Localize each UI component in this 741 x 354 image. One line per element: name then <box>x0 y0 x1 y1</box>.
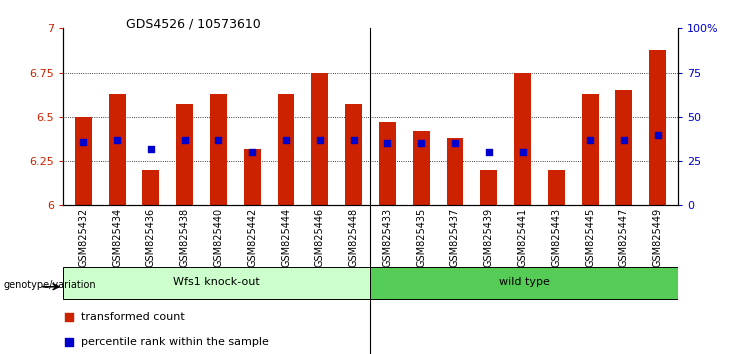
Point <box>145 146 157 152</box>
Text: GSM825445: GSM825445 <box>585 208 595 267</box>
Text: GSM825432: GSM825432 <box>79 208 88 267</box>
Point <box>63 340 75 346</box>
Text: GSM825438: GSM825438 <box>179 208 190 267</box>
Bar <box>176 104 193 205</box>
Text: GSM825449: GSM825449 <box>653 208 662 267</box>
Point <box>584 137 596 143</box>
Point <box>618 137 630 143</box>
Point <box>516 149 528 155</box>
Bar <box>447 138 463 205</box>
Bar <box>142 170 159 205</box>
Text: GSM825442: GSM825442 <box>247 208 257 267</box>
Text: GSM825434: GSM825434 <box>112 208 122 267</box>
Point <box>483 149 495 155</box>
Text: GSM825433: GSM825433 <box>382 208 393 267</box>
Text: transformed count: transformed count <box>82 312 185 322</box>
Point <box>382 141 393 146</box>
Point <box>652 132 664 137</box>
Point <box>111 137 123 143</box>
Text: GSM825446: GSM825446 <box>315 208 325 267</box>
Bar <box>480 170 497 205</box>
Point <box>77 139 89 144</box>
Point <box>179 137 190 143</box>
Bar <box>311 73 328 205</box>
Text: GSM825435: GSM825435 <box>416 208 426 267</box>
Bar <box>278 94 294 205</box>
Text: GSM825440: GSM825440 <box>213 208 224 267</box>
Bar <box>582 94 599 205</box>
Point <box>415 141 427 146</box>
Bar <box>548 170 565 205</box>
Bar <box>379 122 396 205</box>
Text: GSM825441: GSM825441 <box>517 208 528 267</box>
Point <box>314 137 326 143</box>
Text: GDS4526 / 10573610: GDS4526 / 10573610 <box>126 18 261 31</box>
Text: GSM825437: GSM825437 <box>450 208 460 267</box>
Text: GSM825443: GSM825443 <box>551 208 562 267</box>
Text: GSM825436: GSM825436 <box>146 208 156 267</box>
Text: wild type: wild type <box>499 278 550 287</box>
Text: GSM825439: GSM825439 <box>484 208 494 267</box>
Text: Wfs1 knock-out: Wfs1 knock-out <box>173 278 260 287</box>
Point <box>280 137 292 143</box>
Bar <box>210 94 227 205</box>
Bar <box>413 131 430 205</box>
Point <box>63 314 75 320</box>
Bar <box>370 267 678 299</box>
Text: GSM825448: GSM825448 <box>348 208 359 267</box>
Bar <box>244 149 261 205</box>
Text: GSM825444: GSM825444 <box>281 208 291 267</box>
Bar <box>63 267 370 299</box>
Bar <box>514 73 531 205</box>
Bar <box>345 104 362 205</box>
Bar <box>649 50 666 205</box>
Point <box>449 141 461 146</box>
Bar <box>109 94 125 205</box>
Point <box>213 137 225 143</box>
Bar <box>616 90 632 205</box>
Text: percentile rank within the sample: percentile rank within the sample <box>82 337 269 348</box>
Bar <box>75 117 92 205</box>
Point <box>348 137 359 143</box>
Point <box>246 149 258 155</box>
Text: GSM825447: GSM825447 <box>619 208 629 267</box>
Text: genotype/variation: genotype/variation <box>4 280 96 290</box>
